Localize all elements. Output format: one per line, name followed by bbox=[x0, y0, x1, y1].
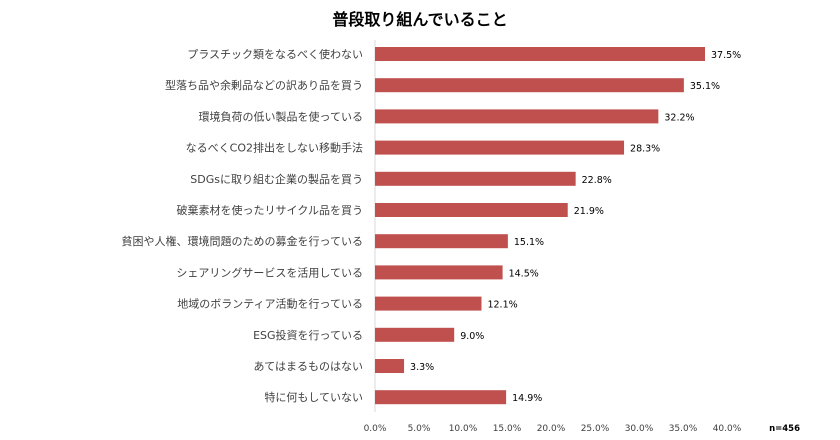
x-tick-label: 0.0% bbox=[364, 424, 387, 434]
value-label: 22.8% bbox=[582, 175, 612, 186]
value-label: 21.9% bbox=[574, 206, 604, 217]
bar bbox=[375, 234, 508, 249]
bar bbox=[375, 171, 576, 186]
bar bbox=[375, 47, 705, 61]
x-tick-label: 35.0% bbox=[669, 424, 698, 434]
sample-size-note: n=456 bbox=[769, 424, 800, 434]
category-label: 環境負荷の低い製品を使っている bbox=[199, 109, 363, 123]
value-label: 9.0% bbox=[460, 331, 484, 342]
bar bbox=[375, 203, 568, 217]
x-tick-label: 10.0% bbox=[449, 424, 478, 434]
chart-title: 普段取り組んでいること bbox=[332, 10, 507, 29]
bar bbox=[375, 140, 625, 155]
bar bbox=[375, 109, 659, 124]
value-label: 14.9% bbox=[512, 393, 542, 404]
category-label: 破棄素材を使ったリサイクル品を買う bbox=[177, 203, 363, 217]
category-label: あてはまるものはない bbox=[253, 360, 363, 373]
value-label: 14.5% bbox=[509, 268, 539, 279]
value-label: 28.3% bbox=[630, 144, 660, 155]
x-tick-label: 20.0% bbox=[537, 424, 566, 434]
x-tick-label: 25.0% bbox=[581, 424, 610, 434]
bar bbox=[375, 359, 405, 373]
value-label: 12.1% bbox=[487, 300, 517, 311]
x-tick-label: 40.0% bbox=[713, 424, 742, 434]
category-label: ESG投資を行っている bbox=[253, 328, 363, 342]
bar bbox=[375, 327, 455, 342]
value-label: 32.2% bbox=[664, 112, 694, 123]
bar bbox=[375, 78, 684, 93]
category-label: 特に何もしていない bbox=[264, 390, 363, 404]
value-label: 35.1% bbox=[690, 81, 720, 92]
category-label: 地域のボランティア活動を行っている bbox=[177, 297, 363, 311]
category-label: なるべくCO2排出をしない移動手法 bbox=[186, 141, 363, 155]
bar bbox=[375, 296, 482, 311]
x-tick-label: 5.0% bbox=[408, 424, 431, 434]
category-label: シェアリングサービスを活用している bbox=[176, 265, 363, 279]
category-label: SDGsに取り組む企業の製品を買う bbox=[190, 172, 363, 186]
category-label: 貧困や人権、環境問題のための募金を行っている bbox=[122, 234, 363, 248]
value-label: 37.5% bbox=[711, 50, 741, 61]
category-label: プラスチック類をなるべく使わない bbox=[187, 48, 363, 61]
value-label: 15.1% bbox=[514, 237, 544, 248]
bar bbox=[375, 390, 507, 405]
bar bbox=[375, 265, 503, 280]
x-tick-label: 30.0% bbox=[625, 424, 654, 434]
x-tick-label: 15.0% bbox=[493, 424, 522, 434]
value-label: 3.3% bbox=[410, 362, 434, 373]
category-label: 型落ち品や余剰品などの訳あり品を買う bbox=[165, 78, 363, 92]
